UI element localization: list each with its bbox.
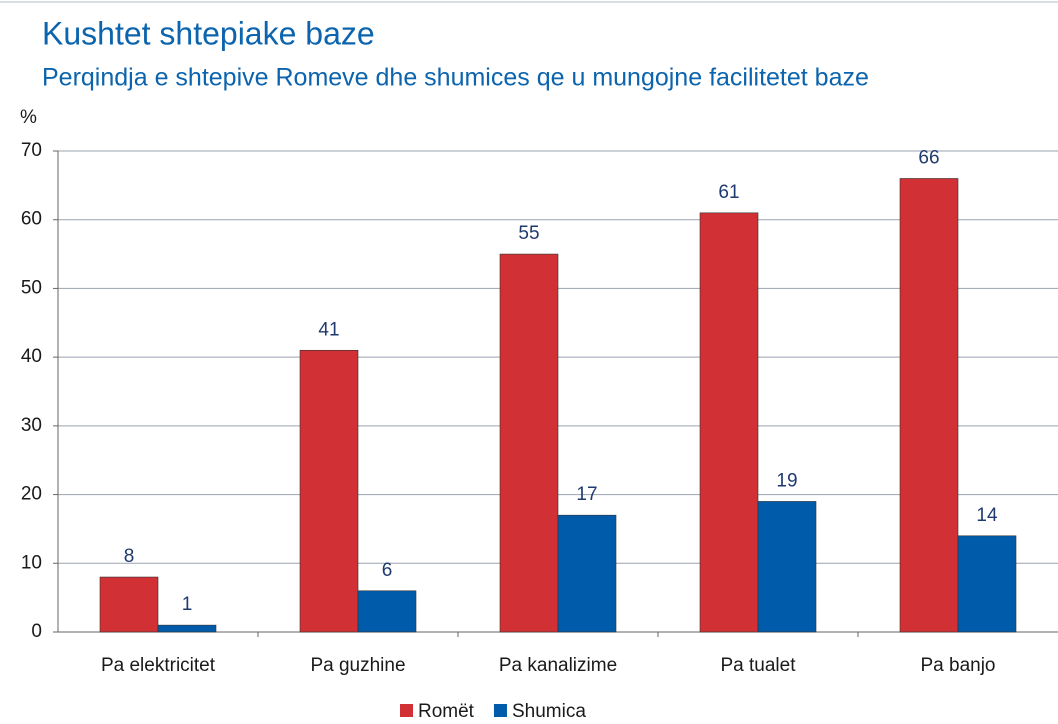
- value-label: 1: [182, 594, 193, 615]
- chart-subtitle: Perqindja e shtepive Romeve dhe shumices…: [42, 64, 869, 92]
- bar: [357, 590, 417, 633]
- y-tick-label: 40: [21, 346, 42, 367]
- chart-title: Kushtet shtepiake baze: [42, 15, 375, 51]
- x-tick-label: Pa banjo: [920, 655, 995, 676]
- y-tick-label: 0: [31, 621, 42, 642]
- y-tick-label: 20: [21, 484, 42, 505]
- y-tick-label: 70: [21, 140, 42, 161]
- y-tick-label: 10: [21, 552, 42, 573]
- bar: [699, 212, 759, 633]
- legend-label: Shumica: [512, 701, 586, 722]
- value-label: 17: [576, 484, 597, 505]
- bar: [299, 349, 359, 633]
- x-tick-label: Pa elektricitet: [101, 655, 216, 676]
- bar: [157, 624, 217, 633]
- bar: [899, 178, 959, 633]
- value-label: 55: [518, 223, 539, 244]
- value-label: 19: [776, 470, 797, 491]
- bar: [499, 253, 559, 633]
- x-tick-label: Pa kanalizime: [499, 655, 617, 676]
- legend-label: Romët: [418, 701, 475, 722]
- value-label: 6: [382, 560, 393, 581]
- value-label: 8: [124, 546, 135, 567]
- y-tick-label: 60: [21, 209, 42, 230]
- bar: [99, 576, 159, 633]
- y-tick-label: 50: [21, 277, 42, 298]
- bar: [957, 535, 1017, 633]
- x-tick-label: Pa guzhine: [310, 655, 405, 676]
- value-label: 41: [318, 319, 339, 340]
- bar: [557, 514, 617, 633]
- value-label: 14: [976, 505, 998, 526]
- legend-swatch: [493, 704, 507, 717]
- bar: [757, 501, 817, 633]
- legend-swatch: [400, 704, 413, 717]
- x-tick-label: Pa tualet: [721, 655, 797, 676]
- y-tick-label: 30: [21, 415, 42, 436]
- value-label: 66: [918, 148, 939, 169]
- value-label: 61: [718, 182, 739, 203]
- y-axis-label: %: [20, 107, 37, 128]
